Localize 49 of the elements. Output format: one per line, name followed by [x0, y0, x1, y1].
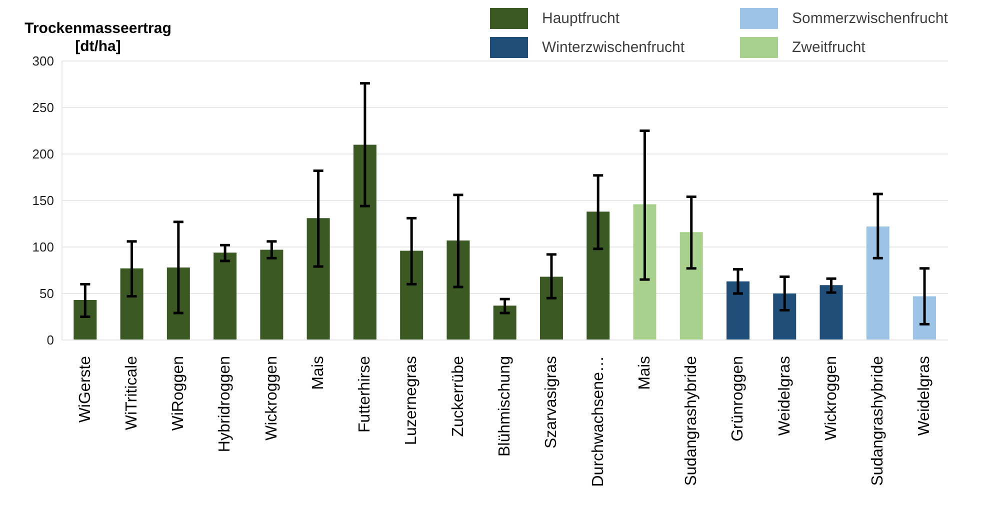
- x-tick-label: Wickroggen: [822, 356, 840, 440]
- x-tick-label: Mais: [636, 356, 654, 390]
- bar: [446, 240, 470, 340]
- y-tick-label: 150: [32, 193, 54, 208]
- bar: [540, 276, 563, 340]
- x-tick-label: Szarvasigras: [543, 356, 560, 448]
- bar: [74, 300, 97, 340]
- x-tick-label: Wickroggen: [263, 356, 280, 440]
- x-tick-label: Sudangrashybride: [870, 356, 887, 486]
- x-tick-label: Luzernegras: [403, 356, 420, 445]
- bar: [866, 226, 890, 340]
- x-tick-label: WiRoggen: [170, 356, 188, 431]
- y-tick-label: 100: [32, 240, 54, 255]
- bar: [633, 204, 656, 340]
- x-tick-label: Zuckerrübe: [450, 356, 467, 437]
- x-tick-label: Hybridroggen: [216, 356, 234, 452]
- y-tick-label: 0: [46, 332, 54, 348]
- bar: [306, 218, 330, 340]
- bar: [120, 268, 144, 340]
- legend-label: Winterzwischenfrucht: [542, 39, 685, 56]
- bar: [166, 267, 190, 340]
- bar: [586, 212, 610, 340]
- x-tick-label: Weidelgras: [916, 356, 934, 436]
- bar: [260, 250, 284, 340]
- bar: [353, 144, 376, 340]
- bar: [773, 294, 796, 340]
- y-tick-label: 200: [32, 146, 54, 162]
- legend-label: Sommerzwischenfrucht: [792, 10, 948, 27]
- x-tick-label: Weidelgras: [776, 356, 794, 436]
- x-tick-label: Blühmischung: [496, 356, 514, 456]
- y-tick-label: 300: [32, 54, 54, 69]
- x-tick-label: Sudangrashybride: [683, 356, 700, 486]
- bar: [214, 252, 237, 340]
- y-tick-label: 50: [40, 286, 54, 302]
- bar: [680, 232, 703, 340]
- bar: [400, 250, 424, 340]
- x-tick-label: Mais: [310, 356, 327, 390]
- legend-label: Zweitfrucht: [792, 39, 866, 56]
- y-tick-label: 250: [32, 100, 54, 116]
- x-tick-label: WiTriticale: [123, 356, 140, 430]
- x-tick-label: Grünroggen: [730, 356, 747, 442]
- x-tick-label: Futterhirse: [356, 356, 374, 432]
- bar: [493, 306, 516, 340]
- y-axis-title: Trockenmasseertrag [dt/ha]: [24, 20, 172, 55]
- x-tick-label: Durchwachsene…: [590, 356, 607, 487]
- legend-label: Hauptfrucht: [542, 10, 620, 27]
- x-tick-label: WiGerste: [76, 356, 94, 423]
- bar: [726, 281, 750, 340]
- bar: [820, 285, 843, 340]
